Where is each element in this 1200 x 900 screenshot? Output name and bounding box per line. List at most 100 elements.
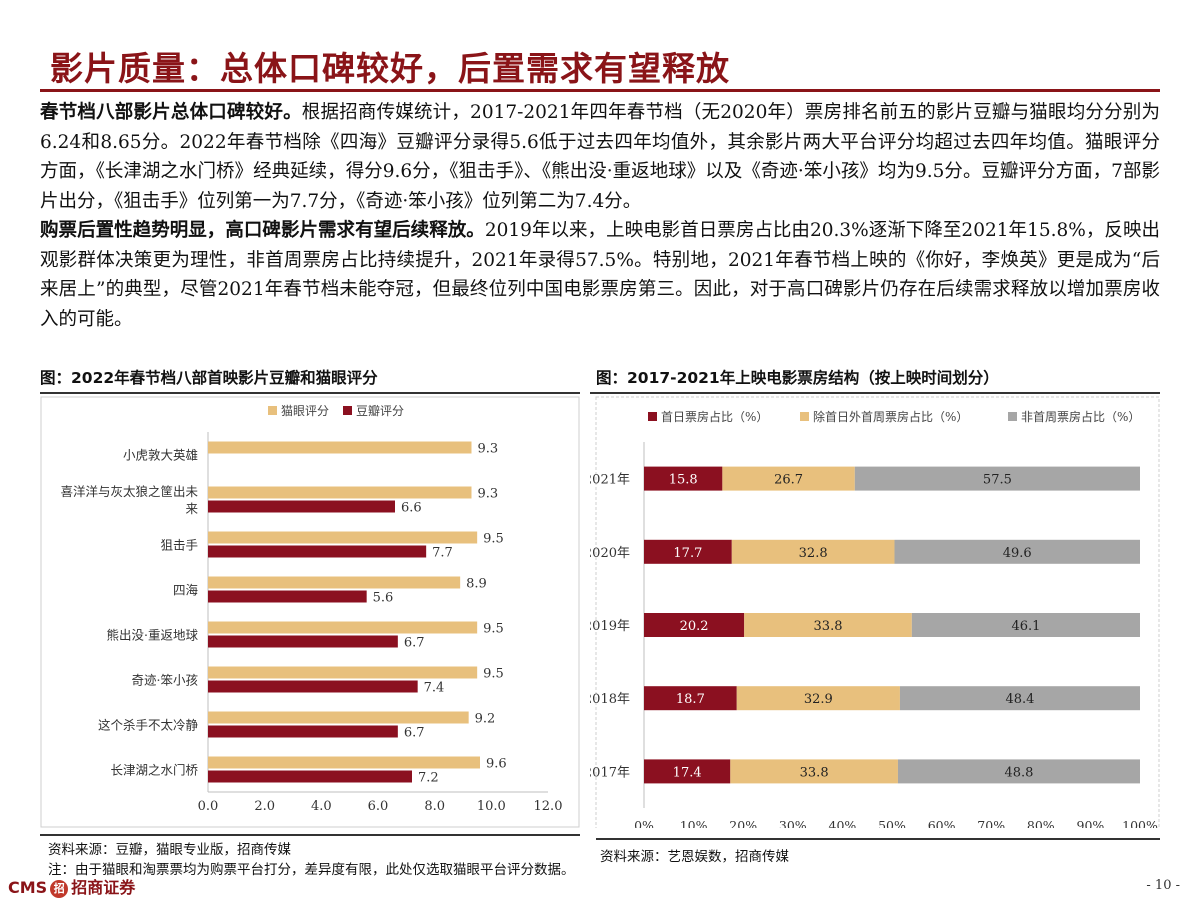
legend-label-2: 豆瓣评分 [356, 404, 404, 418]
company-logo: CMS 招招商证券 [8, 874, 135, 898]
x-tick-label: 10% [680, 818, 708, 828]
data-label: 9.3 [478, 442, 499, 457]
data-label: 57.5 [983, 473, 1012, 488]
bar-maoyan [208, 441, 472, 454]
category-label: 长津湖之水门桥 [110, 763, 198, 778]
data-label: 9.6 [486, 757, 507, 772]
data-label: 46.1 [1011, 619, 1040, 634]
left-figure-title: 图：2022年春节档八部首映影片豆瓣和猫眼评分 [40, 369, 378, 387]
data-label: 32.9 [804, 692, 833, 707]
paragraph-2-text: 2019年以来，上映电影首日票房占比由20.3%逐渐下降至2021年15.8%，… [40, 220, 1160, 330]
data-label: 33.8 [800, 765, 829, 780]
category-label: 喜洋洋与灰太狼之筐出未 [60, 484, 198, 499]
logo-badge-icon: 招 [50, 879, 69, 898]
segment-non-first-week [854, 466, 1140, 491]
category-label: 2021年 [590, 473, 630, 488]
legend-swatch-2 [343, 406, 352, 415]
legend-swatch-3 [1008, 412, 1017, 421]
category-label: 2020年 [590, 546, 630, 561]
data-label: 48.4 [1005, 692, 1034, 707]
right-figure-source: 资料来源：艺恩娱数，招商传媒 [600, 849, 789, 865]
x-tick-label: 60% [928, 818, 956, 828]
right-source-rule [596, 838, 1160, 840]
left-figure-note: 注：由于猫眼和淘票票均为购票平台打分，差异度有限，此处仅选取猫眼平台评分数据。 [48, 862, 575, 878]
paragraph-1-text: 根据招商传媒统计，2017-2021年四年春节档（无2020年）票房排名前五的影… [40, 102, 1160, 212]
data-label: 33.8 [814, 619, 843, 634]
data-label: 49.6 [1003, 546, 1032, 561]
right-figure-title: 图：2017-2021年上映电影票房结构（按上映时间划分） [596, 369, 999, 387]
category-label: 狙击手 [160, 538, 198, 553]
legend-label-1: 猫眼评分 [281, 404, 329, 418]
page-title: 影片质量：总体口碑较好，后置需求有望释放 [50, 49, 730, 88]
x-tick-label: 90% [1077, 818, 1105, 828]
data-label: 15.8 [669, 473, 698, 488]
data-label: 9.2 [475, 712, 496, 727]
segment-first-day [644, 759, 731, 784]
segment-first-week [730, 759, 898, 784]
x-tick-label: 70% [977, 818, 1005, 828]
legend-label-3: 非首周票房占比（%） [1021, 409, 1140, 424]
data-label: 6.6 [401, 501, 422, 516]
category-label: 2018年 [590, 692, 630, 707]
x-tick-label: 0.0 [198, 799, 219, 814]
category-label: 来 [185, 501, 198, 516]
data-label: 18.7 [676, 692, 705, 707]
legend-swatch-2 [800, 412, 809, 421]
legend-label-2: 除首日外首周票房占比（%） [813, 409, 968, 424]
segment-first-day [644, 686, 737, 711]
bar-douban [208, 770, 412, 783]
bar-douban [208, 635, 398, 648]
x-tick-label: 4.0 [311, 799, 332, 814]
left-figure-source: 资料来源：豆瓣，猫眼专业版，招商传媒 [48, 842, 291, 858]
category-label: 这个杀手不太冷静 [98, 718, 199, 733]
data-label: 32.8 [799, 546, 828, 561]
category-label: 2019年 [590, 619, 630, 634]
x-tick-label: 50% [878, 818, 906, 828]
bar-douban [208, 545, 427, 558]
category-label: 四海 [173, 583, 199, 598]
bar-maoyan [208, 621, 478, 634]
rating-bar-chart: 猫眼评分 豆瓣评分 0.0 2.0 4.0 6.0 8.0 10.0 12.0 小虎敦大英雄 9.3… [40, 396, 580, 828]
body-text: 春节档八部影片总体口碑较好。根据招商传媒统计，2017-2021年四年春节档（无… [40, 98, 1160, 334]
data-label: 7.2 [418, 771, 439, 786]
x-tick-label: 10.0 [477, 799, 506, 814]
data-label: 20.2 [680, 619, 709, 634]
category-label: 小虎敦大英雄 [123, 448, 198, 463]
segment-first-week [731, 539, 895, 564]
chart-frame [595, 396, 1160, 828]
x-tick-label: 80% [1027, 818, 1055, 828]
legend-label-1: 首日票房占比（%） [661, 409, 768, 424]
bar-maoyan [208, 531, 478, 544]
x-tick-label: 40% [829, 818, 857, 828]
data-label: 9.5 [483, 622, 504, 637]
x-tick-label: 8.0 [424, 799, 445, 814]
legend-swatch-1 [268, 406, 277, 415]
x-tick-label: 12.0 [534, 799, 563, 814]
data-label: 26.7 [774, 473, 803, 488]
title-divider [40, 89, 1160, 92]
bar-douban [208, 680, 418, 693]
page-number: - 10 - [1146, 878, 1180, 893]
segment-first-week [744, 613, 912, 637]
data-label: 6.7 [404, 726, 425, 741]
data-label: 9.5 [483, 532, 504, 547]
legend-swatch-1 [648, 412, 657, 421]
paragraph-1: 春节档八部影片总体口碑较好。根据招商传媒统计，2017-2021年四年春节档（无… [40, 98, 1160, 216]
data-label: 7.4 [424, 681, 445, 696]
data-label: 5.6 [373, 591, 394, 606]
paragraph-2-lead: 购票后置性趋势明显，高口碑影片需求有望后续释放。 [40, 220, 485, 241]
box-office-structure-chart: 首日票房占比（%） 除首日外首周票房占比（%） 非首周票房占比（%） 0% 10% 20%… [590, 396, 1160, 828]
bar-maoyan [208, 576, 461, 589]
bar-douban [208, 500, 395, 513]
data-label: 48.8 [1004, 765, 1033, 780]
segment-first-day [644, 466, 723, 491]
x-tick-label: 20% [729, 818, 757, 828]
data-label: 17.4 [673, 765, 702, 780]
bar-maoyan [208, 486, 472, 499]
paragraph-2: 购票后置性趋势明显，高口碑影片需求有望后续释放。2019年以来，上映电影首日票房… [40, 216, 1160, 334]
right-figure-rule [590, 392, 1160, 394]
category-label: 奇迹·笨小孩 [132, 673, 198, 688]
segment-non-first-week [897, 759, 1140, 784]
segment-first-week [736, 686, 900, 711]
bar-douban [208, 725, 398, 738]
